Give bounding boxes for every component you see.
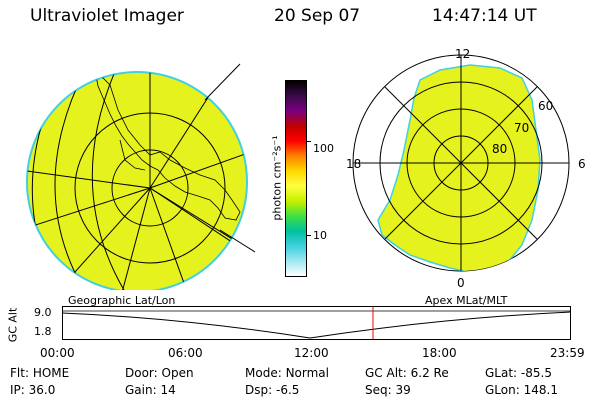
mlt-label-left: 18 <box>346 157 362 171</box>
timeline-ytick-top: 9.0 <box>34 306 52 319</box>
instrument-title: Ultraviolet Imager <box>30 6 184 26</box>
geographic-image <box>26 63 256 290</box>
mode-field: Mode: Normal <box>245 366 329 380</box>
mlt-label-bottom: 0 <box>457 276 465 290</box>
gain-field: Gain: 14 <box>125 383 176 397</box>
colorbar <box>285 80 307 277</box>
colorbar-gradient <box>286 81 306 276</box>
gc-alt-field: GC Alt: 6.2 Re <box>365 366 449 380</box>
colorbar-title: photon cm⁻²s⁻¹ <box>270 135 284 221</box>
auroral-emission-region <box>377 64 541 271</box>
colorbar-tick-label-10: 10 <box>313 229 327 242</box>
altitude-curve <box>62 311 572 339</box>
colorbar-tick-label-100: 100 <box>313 142 334 155</box>
timeline-ylabel: GC Alt <box>6 307 20 343</box>
mlt-label-right: 6 <box>578 157 586 171</box>
polar-image <box>352 54 570 272</box>
timeline-xtick-3: 18:00 <box>422 346 457 360</box>
mlat-label-70: 70 <box>514 121 530 135</box>
glon-field: GLon: 148.1 <box>485 383 558 397</box>
colorbar-tick-10 <box>306 235 311 236</box>
timeline-ytick-bottom: 1.8 <box>34 325 52 338</box>
date-label: 20 Sep 07 <box>274 6 361 26</box>
timeline-xtick-1: 06:00 <box>168 346 203 360</box>
ip-field: IP: 36.0 <box>10 383 56 397</box>
dsp-field: Dsp: -6.5 <box>245 383 300 397</box>
colorbar-tick-100 <box>306 141 311 142</box>
time-label: 14:47:14 UT <box>432 6 537 26</box>
timeline-xtick-4: 23:59 <box>550 346 585 360</box>
geographic-panel-label: Geographic Lat/Lon <box>68 294 176 307</box>
flt-field: Flt: HOME <box>10 366 70 380</box>
polar-grid <box>353 55 569 271</box>
mlat-label-60: 60 <box>538 99 554 113</box>
seq-field: Seq: 39 <box>365 383 411 397</box>
timeline-frame <box>62 306 571 340</box>
door-field: Door: Open <box>125 366 194 380</box>
geo-image-disk <box>26 71 248 290</box>
timeline-xtick-0: 00:00 <box>40 346 75 360</box>
timeline-plot <box>62 306 572 340</box>
glat-field: GLat: -85.5 <box>485 366 552 380</box>
mlat-label-80: 80 <box>492 142 508 156</box>
apex-panel-label: Apex MLat/MLT <box>425 294 508 307</box>
timeline-xtick-2: 12:00 <box>294 346 329 360</box>
mlt-label-top: 12 <box>455 47 471 61</box>
